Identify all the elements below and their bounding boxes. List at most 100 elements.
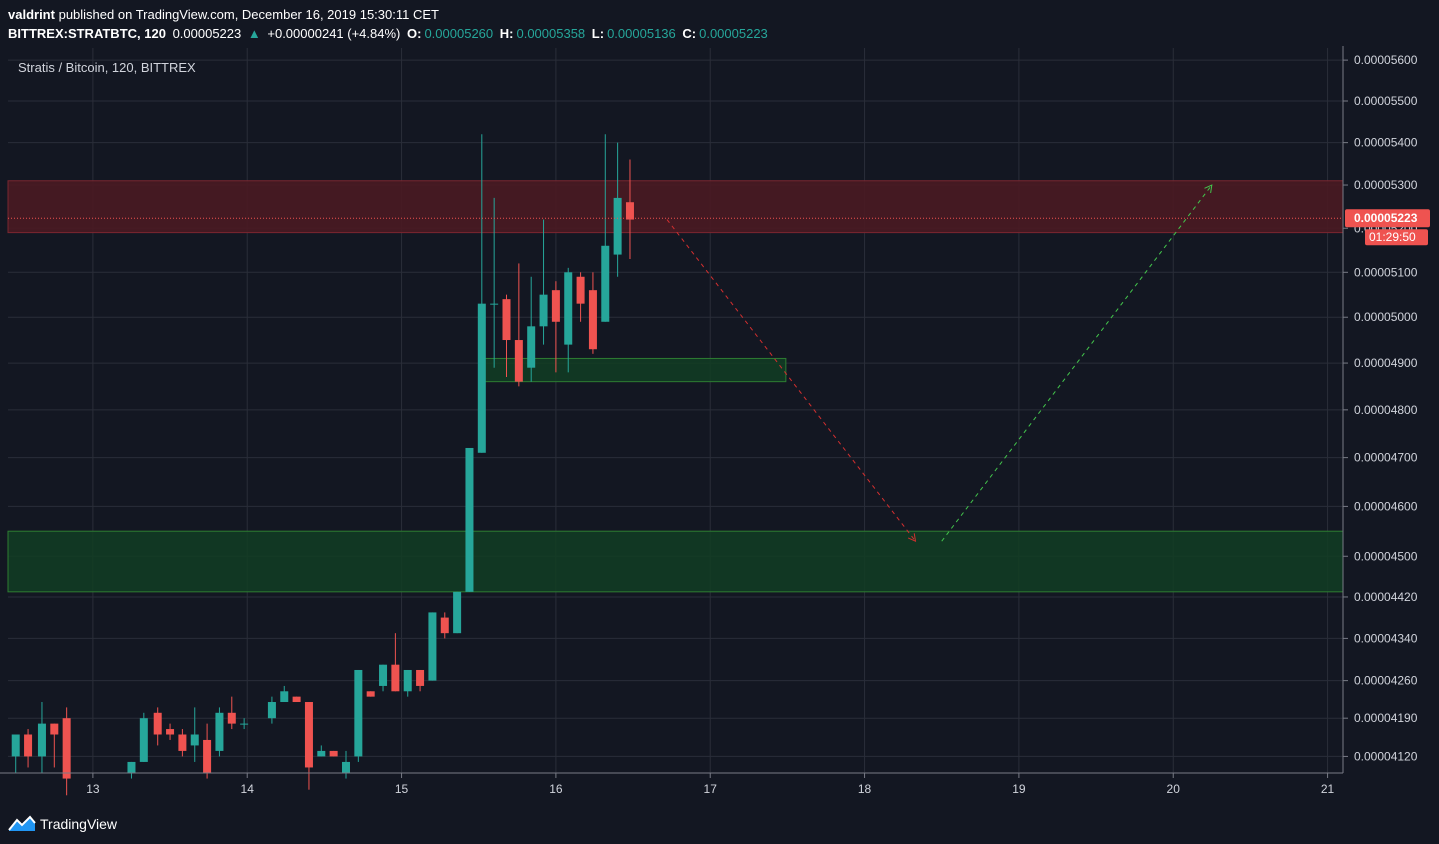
time-tick-label: 13 — [86, 782, 100, 796]
candle-down[interactable] — [391, 664, 400, 692]
candle-up[interactable] — [280, 691, 289, 703]
candle-down[interactable] — [62, 718, 71, 779]
candle-down[interactable] — [416, 669, 425, 686]
last-price: 0.00005223 — [172, 26, 242, 41]
candle-up[interactable] — [341, 761, 350, 773]
candle-up[interactable] — [37, 723, 46, 757]
projection-down-arrowhead-icon — [907, 533, 917, 543]
projection-down-line[interactable] — [666, 219, 916, 542]
low-label: L: — [591, 26, 605, 41]
tradingview-logo-icon — [8, 815, 36, 831]
candle-up[interactable] — [453, 591, 462, 634]
time-tick-label: 21 — [1321, 782, 1335, 796]
price-tick-label: 0.00004190 — [1354, 711, 1418, 725]
candle-up[interactable] — [477, 303, 486, 453]
open-value: 0.00005260 — [424, 26, 494, 41]
candle-down[interactable] — [304, 702, 313, 768]
published-text: published on TradingView.com, December 1… — [58, 7, 439, 22]
candle-up[interactable] — [403, 669, 412, 692]
candle-up[interactable] — [317, 750, 326, 757]
author-name[interactable]: valdrint — [8, 7, 55, 22]
close-value: 0.00005223 — [699, 26, 768, 41]
candle-down[interactable] — [203, 739, 212, 773]
candle-up[interactable] — [539, 294, 548, 327]
resistance-zone — [7, 180, 1344, 234]
brand-text: TradingView — [40, 816, 118, 832]
countdown-label: 01:29:50 — [1369, 230, 1416, 244]
candle-up[interactable] — [240, 723, 249, 725]
candle-down[interactable] — [24, 734, 33, 757]
candle-up[interactable] — [267, 702, 276, 719]
candle-up[interactable] — [379, 664, 388, 686]
countdown-badge — [1365, 229, 1428, 246]
candle-down[interactable] — [625, 202, 634, 220]
price-tick-label: 0.00005600 — [1354, 53, 1418, 67]
price-tick-label: 0.00005100 — [1354, 265, 1418, 279]
candle-up[interactable] — [564, 272, 573, 345]
time-tick-label: 15 — [395, 782, 409, 796]
candle-down[interactable] — [514, 340, 523, 382]
price-tick-label: 0.00004260 — [1354, 674, 1418, 688]
candle-up[interactable] — [139, 718, 148, 762]
chart-title: Stratis / Bitcoin, 120, BITTREX — [18, 60, 196, 75]
candle-up[interactable] — [215, 712, 224, 751]
candle-up[interactable] — [490, 303, 499, 305]
candle-down[interactable] — [50, 723, 59, 735]
price-tick-label: 0.00004800 — [1354, 403, 1418, 417]
symbol-label[interactable]: BITTREX:STRATBTC, 120 — [8, 26, 166, 41]
candle-up[interactable] — [465, 447, 474, 592]
current-price-badge — [1345, 209, 1430, 228]
candle-down[interactable] — [292, 696, 301, 703]
candle-down[interactable] — [366, 691, 375, 697]
projection-up-line[interactable] — [941, 184, 1213, 542]
candle-up[interactable] — [428, 612, 437, 681]
candle-up[interactable] — [190, 734, 199, 746]
time-tick-label: 14 — [241, 782, 255, 796]
price-tick-label: 0.00004120 — [1354, 749, 1418, 763]
candle-down[interactable] — [178, 734, 187, 751]
price-tick-label: 0.00005300 — [1354, 178, 1418, 192]
footer: TradingView — [0, 805, 1439, 844]
close-label: C: — [682, 26, 697, 41]
open-label: O: — [407, 26, 422, 41]
high-value: 0.00005358 — [516, 26, 586, 41]
time-tick-label: 20 — [1167, 782, 1181, 796]
candle-down[interactable] — [576, 276, 585, 304]
time-tick-label: 19 — [1012, 782, 1026, 796]
candle-up[interactable] — [354, 669, 363, 757]
high-label: H: — [499, 26, 514, 41]
candle-down[interactable] — [227, 712, 236, 724]
candle-down[interactable] — [166, 729, 175, 735]
support-zone — [7, 530, 1344, 593]
candle-down[interactable] — [551, 290, 560, 322]
price-tick-label: 0.00005500 — [1354, 94, 1418, 108]
change-value: +0.00000241 (+4.84%) — [267, 26, 401, 41]
candle-down[interactable] — [329, 750, 338, 757]
price-tick-label: 0.00004500 — [1354, 549, 1418, 563]
time-tick-label: 16 — [549, 782, 563, 796]
candle-down[interactable] — [588, 290, 597, 350]
publish-line: valdrint published on TradingView.com, D… — [8, 7, 439, 22]
price-tick-label: 0.00005400 — [1354, 136, 1418, 150]
candle-down[interactable] — [153, 712, 162, 735]
candle-up[interactable] — [127, 761, 136, 773]
candle-up[interactable] — [613, 197, 622, 255]
price-tick-label: 0.00004600 — [1354, 499, 1418, 513]
price-tick-label: 0.00004700 — [1354, 451, 1418, 465]
current-price-label: 0.00005223 — [1354, 211, 1418, 225]
low-value: 0.00005136 — [607, 26, 676, 41]
candle-up[interactable] — [11, 734, 20, 757]
change-up-icon: ▲ — [247, 26, 261, 41]
candle-down[interactable] — [440, 617, 449, 634]
price-tick-label: 0.00004420 — [1354, 590, 1418, 604]
candle-up[interactable] — [601, 245, 610, 322]
plot-area[interactable] — [8, 48, 1343, 773]
tradingview-logo[interactable]: TradingView — [8, 815, 117, 833]
candle-up[interactable] — [527, 326, 536, 368]
price-tick-label: 0.00005000 — [1354, 310, 1418, 324]
projection-up-arrowhead-icon — [1204, 184, 1213, 194]
candle-down[interactable] — [502, 299, 511, 341]
price-tick-label: 0.00004900 — [1354, 356, 1418, 370]
price-chart[interactable]: Stratis / Bitcoin, 120, BITTREX 0.0000560… — [0, 46, 1439, 805]
chart-header: valdrint published on TradingView.com, D… — [0, 0, 1439, 46]
